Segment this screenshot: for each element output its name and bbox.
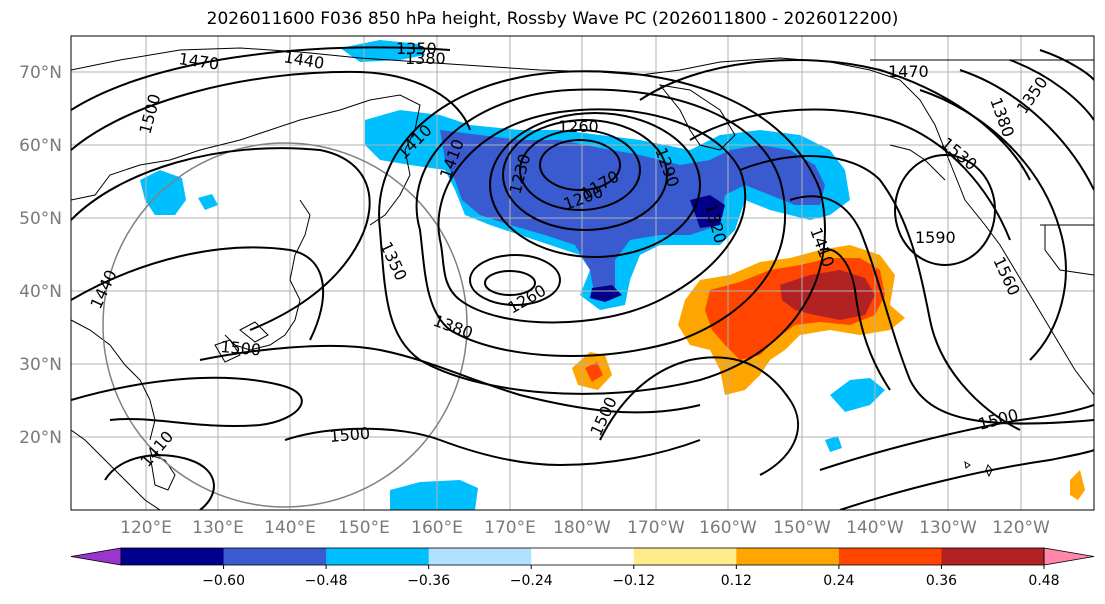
lon-label: 140°E: [264, 518, 316, 538]
lon-label: 130°W: [919, 518, 977, 538]
colorbar-ticks: −0.60 −0.48 −0.36 −0.24 −0.12 0.12 0.24 0.36 0.4…: [202, 565, 1060, 589]
lat-label: 20°N: [19, 428, 62, 448]
negative-anomaly-deep-2: [590, 285, 622, 302]
longitude-labels: 120°E 130°E 140°E 150°E 160°E 170°E 180°…: [120, 518, 1050, 538]
lon-label: 170°E: [484, 518, 536, 538]
negative-anomaly-south: [390, 480, 478, 510]
colorbar-tick-label: 0.24: [823, 573, 854, 589]
negative-anomaly-deep: [690, 195, 725, 228]
contour-label: 1350: [396, 39, 437, 58]
region-circle: [102, 142, 468, 508]
contour-label: 1590: [915, 228, 956, 247]
height-contours: [71, 46, 1094, 510]
lon-label: 120°W: [992, 518, 1050, 538]
map-frame: [70, 35, 1095, 511]
lat-label: 70°N: [19, 63, 62, 83]
colorbar-extend-high: [1043, 547, 1095, 566]
lon-label: 150°E: [338, 518, 390, 538]
negative-anomaly-north: [340, 40, 425, 62]
colorbar-segment: [531, 548, 635, 565]
latitude-labels: 70°N 60°N 50°N 40°N 30°N 20°N: [19, 63, 62, 448]
lon-label: 130°E: [192, 518, 244, 538]
lon-label: 160°E: [411, 518, 463, 538]
colorbar-segment: [838, 548, 942, 565]
negative-anomaly-west-2: [198, 194, 218, 210]
colorbar-tick-label: −0.60: [202, 573, 245, 589]
lon-label: 180°W: [553, 518, 611, 538]
colorbar-tick-label: 0.12: [721, 573, 752, 589]
contour-label: 1500: [220, 337, 262, 359]
lon-label: 150°W: [773, 518, 831, 538]
lat-label: 60°N: [19, 136, 62, 156]
lon-label: 140°W: [846, 518, 904, 538]
colorbar-segment: [736, 548, 840, 565]
colorbar-segment: [941, 548, 1045, 565]
contour-label: 1500: [329, 424, 371, 446]
colorbar-tick-label: −0.12: [612, 573, 655, 589]
lon-label: 120°E: [120, 518, 172, 538]
colorbar-segment: [326, 548, 430, 565]
colorbar-tick-label: −0.36: [407, 573, 450, 589]
colorbar-frame: [120, 547, 1045, 566]
colorbar-segment: [633, 548, 737, 565]
lon-label: 160°W: [699, 518, 757, 538]
negative-anomaly-core: [440, 130, 825, 298]
positive-anomaly-east: [1070, 470, 1085, 500]
colorbar-extend-low: [70, 547, 122, 566]
lat-label: 40°N: [19, 282, 62, 302]
colorbar-tick-label: 0.48: [1028, 573, 1059, 589]
colorbar-tick-label: 0.36: [926, 573, 957, 589]
lat-label: 30°N: [19, 355, 62, 375]
anomaly-shading: [140, 40, 1085, 510]
colorbar-segment: [121, 548, 225, 565]
lon-label: 170°W: [627, 518, 685, 538]
map-title: 2026011600 F036 850 hPa height, Rossby W…: [206, 9, 899, 29]
coastlines: [71, 47, 1094, 510]
lat-label: 50°N: [19, 209, 62, 229]
colorbar-tick-label: −0.48: [305, 573, 348, 589]
negative-anomaly-small: [825, 436, 842, 452]
contour-label: 1470: [888, 62, 929, 81]
contour-label: 1380: [405, 49, 446, 68]
contour-label: 1260: [558, 117, 599, 136]
graticule: [71, 36, 1094, 510]
colorbar: [70, 547, 1095, 566]
negative-anomaly-southeast: [830, 378, 885, 412]
positive-anomaly-west-core: [585, 362, 603, 382]
colorbar-tick-label: −0.24: [510, 573, 553, 589]
colorbar-segment: [223, 548, 327, 565]
colorbar-segment: [428, 548, 532, 565]
